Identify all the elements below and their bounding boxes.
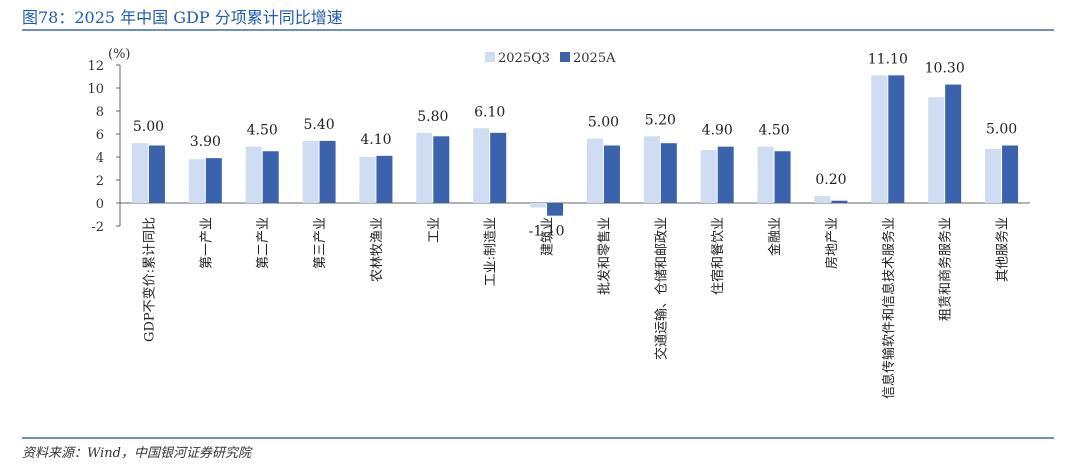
x-tick-label: 第一产业 <box>199 217 214 269</box>
y-tick-label: -2 <box>91 220 104 235</box>
x-tick-label: 农林牧渔业 <box>370 217 385 282</box>
data-label: 0.20 <box>815 172 846 188</box>
x-tick-label: GDP不变价:累计同比 <box>141 217 157 342</box>
bar-q3 <box>473 128 490 203</box>
x-tick-label: 金融业 <box>767 217 783 256</box>
bar-q3 <box>985 148 1002 203</box>
data-label: 4.50 <box>758 123 789 139</box>
data-label: 5.20 <box>645 112 676 128</box>
bar-q3 <box>245 146 262 203</box>
bar-q3 <box>586 138 603 203</box>
bar-annual <box>1002 145 1019 203</box>
bar-annual <box>603 145 620 203</box>
bar-annual <box>945 84 962 203</box>
x-tick-label: 租赁和商务服务业 <box>938 217 954 321</box>
bar-q3 <box>643 136 660 203</box>
bar-annual <box>376 155 393 203</box>
legend: 2025Q3 2025A <box>485 51 616 66</box>
bar-q3 <box>416 132 433 203</box>
data-label: 5.00 <box>588 115 619 131</box>
legend-label: 2025A <box>573 51 616 66</box>
bar-chart: (%) -2 0 2 4 6 8 10 12 5.00 3.90 4.50 5.40 4.10 5.80… <box>87 47 1030 399</box>
x-tick-label: 交通运输、仓储和邮政业 <box>653 217 669 360</box>
y-tick-label: 10 <box>87 82 104 97</box>
legend-swatch <box>560 52 570 62</box>
y-tick-label: 6 <box>96 128 104 143</box>
bar-annual <box>660 143 677 203</box>
data-label: 5.80 <box>417 109 448 125</box>
data-label: 11.10 <box>868 51 908 67</box>
figure-title: 图78：2025 年中国 GDP 分项累计同比增速 <box>22 8 343 27</box>
x-tick-label: 工业 <box>427 217 442 243</box>
bar-q3 <box>871 75 888 203</box>
data-label: 6.10 <box>474 104 505 120</box>
bar-q3 <box>700 150 717 203</box>
source-note: 资料来源：Wind，中国银河证券研究院 <box>22 446 251 461</box>
bar-annual <box>774 151 791 203</box>
x-tick-label: 第三产业 <box>313 217 328 269</box>
bar-q3 <box>814 196 831 203</box>
x-tick-label: 房地产业 <box>824 217 840 269</box>
bars <box>131 75 1019 216</box>
data-label: -1.10 <box>529 224 565 240</box>
data-label: 5.00 <box>133 119 164 135</box>
bar-q3 <box>928 97 945 203</box>
x-tick-label: 第二产业 <box>256 217 271 269</box>
bar-annual <box>262 151 279 203</box>
x-tick-label: 工业:制造业 <box>484 217 499 286</box>
x-axis: GDP不变价:累计同比 第一产业 第二产业 第三产业 农林牧渔业 工业 工业:制造业 建筑业 批… <box>141 217 1010 399</box>
data-label: 3.90 <box>190 134 221 150</box>
x-tick-label: 建筑业 <box>540 217 556 256</box>
bar-annual <box>717 146 734 203</box>
y-tick-label: 4 <box>96 151 104 166</box>
top-divider <box>22 29 1054 31</box>
x-tick-label: 住宿和餐饮业 <box>710 217 726 295</box>
bar-q3 <box>302 140 319 203</box>
y-tick-label: 0 <box>96 197 104 212</box>
bar-annual <box>433 136 450 203</box>
y-tick-label: 12 <box>87 59 104 74</box>
data-label: 5.00 <box>986 122 1017 138</box>
bar-annual <box>205 158 222 203</box>
data-label: 4.50 <box>247 123 278 139</box>
x-tick-label: 其他服务业 <box>995 217 1011 282</box>
x-tick-label: 批发和零售业 <box>596 217 612 295</box>
x-tick-label: 信息传输软件和信息技术服务业 <box>881 217 897 399</box>
bar-annual <box>888 75 905 203</box>
bar-annual <box>319 140 336 203</box>
data-label: 4.10 <box>360 132 391 148</box>
y-axis: -2 0 2 4 6 8 10 12 <box>87 59 1030 235</box>
y-tick-label: 2 <box>96 174 104 189</box>
legend-swatch <box>485 52 495 62</box>
bar-q3 <box>757 146 774 203</box>
bar-q3 <box>530 203 547 208</box>
bar-annual <box>831 200 848 203</box>
bar-q3 <box>359 157 376 203</box>
bottom-divider <box>22 437 1054 439</box>
legend-label: 2025Q3 <box>498 51 550 66</box>
data-label: 5.40 <box>303 117 334 133</box>
y-tick-label: 8 <box>96 105 104 120</box>
y-axis-unit-label: (%) <box>108 47 131 62</box>
bar-annual <box>547 203 564 216</box>
data-label: 10.30 <box>925 61 965 77</box>
bar-q3 <box>188 159 205 203</box>
data-label: 4.90 <box>702 123 733 139</box>
bar-annual <box>490 132 507 203</box>
bar-q3 <box>131 143 148 203</box>
data-labels: 5.00 3.90 4.50 5.40 4.10 5.80 6.10 -1.10 5.00 5.2… <box>133 51 1017 239</box>
bar-annual <box>148 145 165 203</box>
